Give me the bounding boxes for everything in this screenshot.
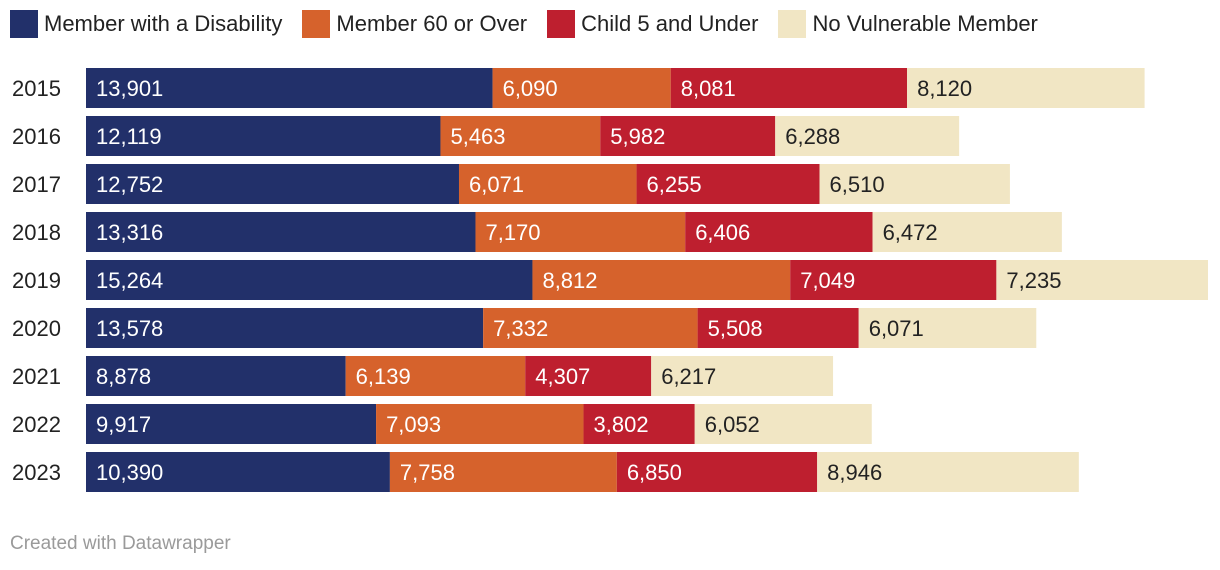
bar-sixty_over-2023 [389, 452, 617, 492]
bar-none-2022 [694, 404, 872, 444]
bar-disability-2018 [86, 212, 476, 252]
value-label-child-2015: 8,081 [681, 76, 736, 101]
year-label-2018: 2018 [12, 220, 61, 245]
legend-item-disability: Member with a Disability [10, 10, 282, 38]
value-label-disability-2022: 9,917 [96, 412, 151, 437]
bar-sixty_over-2020 [483, 308, 698, 348]
value-label-none-2020: 6,071 [869, 316, 924, 341]
bar-child-2019 [790, 260, 997, 300]
bar-disability-2023 [86, 452, 390, 492]
bar-sixty_over-2018 [475, 212, 686, 252]
value-label-none-2021: 6,217 [661, 364, 716, 389]
legend-swatch-disability [10, 10, 38, 38]
legend-label-disability: Member with a Disability [44, 11, 283, 36]
bar-sixty_over-2015 [492, 68, 671, 108]
bar-disability-2016 [86, 116, 441, 156]
bar-none-2023 [817, 452, 1079, 492]
year-label-2020: 2020 [12, 316, 61, 341]
bar-disability-2020 [86, 308, 484, 348]
value-label-none-2022: 6,052 [705, 412, 760, 437]
value-label-child-2022: 3,802 [594, 412, 649, 437]
legend-label-sixty-over: Member 60 or Over [336, 11, 528, 36]
bar-disability-2015 [86, 68, 493, 108]
value-label-sixty_over-2023: 7,758 [400, 460, 455, 485]
value-label-child-2023: 6,850 [627, 460, 682, 485]
credit-text: Created with Datawrapper [10, 533, 231, 554]
year-label-2017: 2017 [12, 172, 61, 197]
bar-disability-2019 [86, 260, 533, 300]
value-label-none-2017: 6,510 [830, 172, 885, 197]
value-label-disability-2017: 12,752 [96, 172, 163, 197]
value-label-child-2021: 4,307 [535, 364, 590, 389]
legend-item-child: Child 5 and Under [547, 10, 758, 38]
bar-disability-2021 [86, 356, 346, 396]
bar-sixty_over-2021 [345, 356, 526, 396]
year-label-2021: 2021 [12, 364, 61, 389]
legend-swatch-child [547, 10, 576, 38]
bar-none-2021 [651, 356, 834, 396]
legend-swatch-sixty-over [302, 10, 331, 38]
bar-none-2016 [775, 116, 960, 156]
value-label-child-2020: 5,508 [708, 316, 763, 341]
bar-child-2020 [697, 308, 859, 348]
bar-child-2023 [616, 452, 818, 492]
bar-child-2022 [583, 404, 695, 444]
value-label-child-2016: 5,982 [610, 124, 665, 149]
bar-disability-2022 [86, 404, 377, 444]
value-label-none-2015: 8,120 [917, 76, 972, 101]
bar-sixty_over-2017 [458, 164, 637, 204]
legend-label-none: No Vulnerable Member [812, 11, 1038, 36]
value-label-disability-2019: 15,264 [96, 268, 163, 293]
year-label-2016: 2016 [12, 124, 61, 149]
bar-disability-2017 [86, 164, 459, 204]
value-label-none-2019: 7,235 [1006, 268, 1061, 293]
value-label-sixty_over-2015: 6,090 [503, 76, 558, 101]
value-label-sixty_over-2021: 6,139 [356, 364, 411, 389]
value-label-sixty_over-2020: 7,332 [493, 316, 548, 341]
bar-none-2020 [858, 308, 1037, 348]
bar-sixty_over-2016 [440, 116, 601, 156]
value-label-sixty_over-2017: 6,071 [469, 172, 524, 197]
bar-child-2021 [525, 356, 652, 396]
year-label-2015: 2015 [12, 76, 61, 101]
value-label-sixty_over-2019: 8,812 [542, 268, 597, 293]
value-label-disability-2018: 13,316 [96, 220, 163, 245]
value-label-none-2016: 6,288 [785, 124, 840, 149]
value-label-none-2018: 6,472 [883, 220, 938, 245]
value-label-disability-2021: 8,878 [96, 364, 151, 389]
bar-none-2018 [872, 212, 1062, 252]
bar-sixty_over-2022 [376, 404, 584, 444]
bar-none-2015 [907, 68, 1145, 108]
value-label-none-2023: 8,946 [827, 460, 882, 485]
value-label-disability-2023: 10,390 [96, 460, 163, 485]
value-label-child-2019: 7,049 [800, 268, 855, 293]
year-label-2022: 2022 [12, 412, 61, 437]
bar-chart-plot: 2015 13,901 6,090 8,081 8,120 2016 12,119 5,463… [12, 68, 1208, 492]
value-label-child-2018: 6,406 [695, 220, 750, 245]
value-label-sixty_over-2022: 7,093 [386, 412, 441, 437]
value-label-disability-2020: 13,578 [96, 316, 163, 341]
value-label-disability-2016: 12,119 [96, 124, 162, 149]
bar-none-2017 [819, 164, 1010, 204]
value-label-sixty_over-2016: 5,463 [450, 124, 505, 149]
legend-swatch-none [778, 10, 807, 38]
bar-child-2015 [670, 68, 908, 108]
legend-item-none: No Vulnerable Member [778, 10, 1038, 38]
bar-sixty_over-2019 [532, 260, 791, 300]
year-label-2019: 2019 [12, 268, 61, 293]
value-label-sixty_over-2018: 7,170 [485, 220, 540, 245]
value-label-child-2017: 6,255 [647, 172, 702, 197]
bar-none-2019 [996, 260, 1208, 300]
legend-label-child: Child 5 and Under [581, 11, 759, 36]
value-label-disability-2015: 13,901 [96, 76, 163, 101]
bar-child-2018 [685, 212, 873, 252]
bar-child-2017 [636, 164, 820, 204]
bar-child-2016 [600, 116, 776, 156]
legend: Member with a Disability Member 60 or Ov… [10, 10, 1058, 38]
legend-item-sixty-over: Member 60 or Over [302, 10, 527, 38]
year-label-2023: 2023 [12, 460, 61, 485]
